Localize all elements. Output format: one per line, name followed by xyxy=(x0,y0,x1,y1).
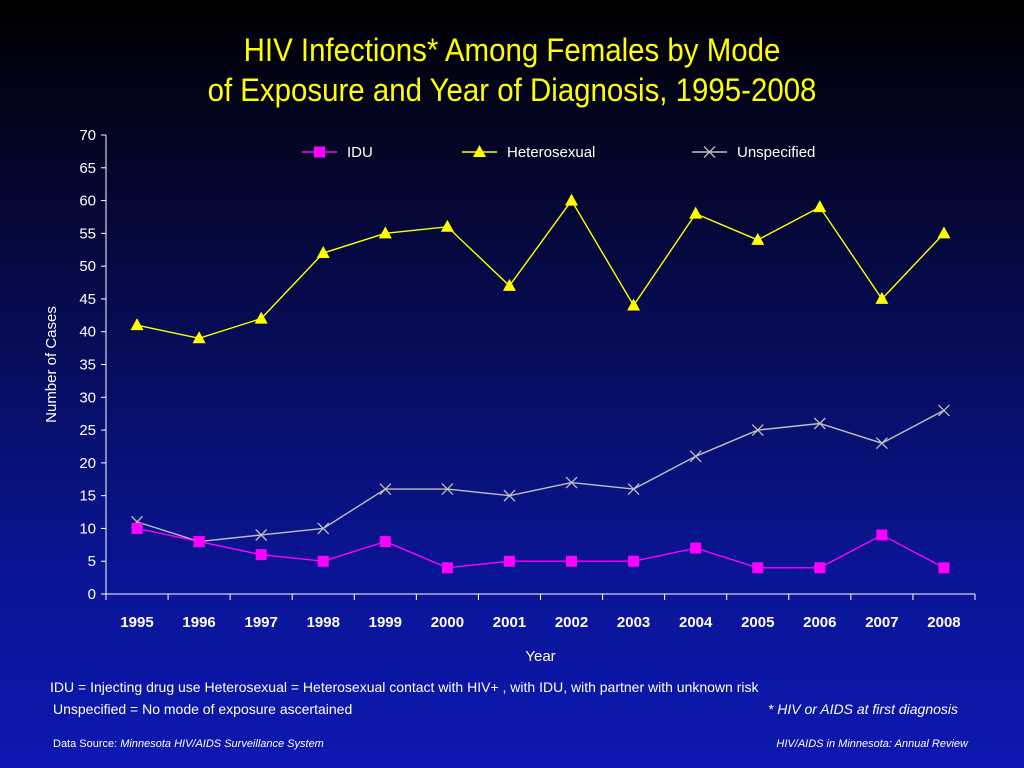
series-line-idu xyxy=(136,527,945,569)
x-tick-label: 2000 xyxy=(431,614,464,631)
y-tick-label: 70 xyxy=(79,127,96,144)
x-tick-label: 2007 xyxy=(865,614,898,631)
y-tick-label: 20 xyxy=(79,455,96,472)
data-point-idu xyxy=(131,522,143,534)
data-point-unspecified xyxy=(255,529,268,541)
y-tick-label: 10 xyxy=(79,520,96,537)
data-point-unspecified xyxy=(627,483,640,496)
y-tick-label: 65 xyxy=(79,160,96,177)
legend-marker-idu xyxy=(314,146,325,158)
data-point-unspecified xyxy=(875,437,888,450)
data-source: Data Source: Minnesota HIV/AIDS Surveill… xyxy=(53,738,324,750)
x-tick-label: 2001 xyxy=(493,614,526,631)
x-tick-label: 2005 xyxy=(741,614,774,631)
x-tick-label: 1995 xyxy=(120,614,153,631)
y-axis-label: Number of Cases xyxy=(43,306,60,423)
x-tick-label: 2008 xyxy=(927,614,960,631)
data-point-heterosexual xyxy=(378,226,392,239)
x-tick-label: 1999 xyxy=(369,614,402,631)
y-tick-label: 60 xyxy=(79,193,96,210)
legend-marker-unspecified xyxy=(703,146,716,158)
x-tick-label: 1997 xyxy=(244,614,277,631)
data-point-heterosexual xyxy=(254,311,268,324)
data-point-idu xyxy=(690,542,702,554)
chart-title: HIV Infections* Among Females by Mode of… xyxy=(41,30,983,110)
chart-title-line2: of Exposure and Year of Diagnosis, 1995-… xyxy=(207,72,817,108)
data-point-idu xyxy=(193,536,205,548)
y-tick-label: 55 xyxy=(79,225,96,242)
data-point-idu xyxy=(566,555,578,567)
data-point-unspecified xyxy=(813,417,826,430)
y-tick-label: 35 xyxy=(79,357,96,374)
footnote-definitions: IDU = Injecting drug use Heterosexual = … xyxy=(50,679,759,695)
y-tick-label: 0 xyxy=(88,586,96,603)
data-point-heterosexual xyxy=(192,331,206,344)
x-tick-label: 2006 xyxy=(803,614,836,631)
data-point-unspecified xyxy=(565,476,578,489)
data-point-unspecified xyxy=(441,483,454,496)
data-point-heterosexual xyxy=(875,291,889,304)
chart-title-line1: HIV Infections* Among Females by Mode xyxy=(243,32,781,68)
data-point-idu xyxy=(814,562,826,574)
data-point-idu xyxy=(255,549,267,561)
legend-label-heterosexual: Heterosexual xyxy=(507,144,595,161)
report-name: HIV/AIDS in Minnesota: Annual Review xyxy=(776,738,968,750)
x-tick-label: 2003 xyxy=(617,614,650,631)
data-point-idu xyxy=(503,555,515,567)
y-tick-label: 30 xyxy=(79,389,96,406)
data-point-heterosexual xyxy=(502,278,516,291)
x-axis-label: Year xyxy=(525,648,555,665)
x-tick-label: 1998 xyxy=(307,614,340,631)
series-line-heterosexual xyxy=(136,199,945,339)
legend-label-unspecified: Unspecified xyxy=(737,144,815,161)
data-point-heterosexual xyxy=(440,219,454,232)
y-tick-label: 45 xyxy=(79,291,96,308)
y-tick-label: 50 xyxy=(79,258,96,275)
data-point-heterosexual xyxy=(751,232,765,245)
data-point-unspecified xyxy=(317,522,330,535)
data-point-idu xyxy=(752,562,764,574)
legend-label-idu: IDU xyxy=(347,144,373,161)
data-point-heterosexual xyxy=(565,193,579,206)
data-point-heterosexual xyxy=(689,206,703,219)
data-point-heterosexual xyxy=(316,246,330,259)
data-point-idu xyxy=(317,555,329,567)
data-point-heterosexual xyxy=(813,200,827,213)
data-point-unspecified xyxy=(503,489,516,502)
y-tick-label: 15 xyxy=(79,488,96,505)
data-point-heterosexual xyxy=(627,298,641,311)
x-tick-label: 1996 xyxy=(182,614,215,631)
data-point-idu xyxy=(441,562,453,574)
data-source-value: Minnesota HIV/AIDS Surveillance System xyxy=(120,738,324,750)
data-point-idu xyxy=(876,529,888,541)
data-point-idu xyxy=(938,562,950,574)
data-point-idu xyxy=(379,536,391,548)
line-chart: 0 5 10 15 20 25 30 35 40 45 50 55 60 65 70 1995 1996 1997… xyxy=(43,127,960,665)
legend-marker-heterosexual xyxy=(473,145,486,157)
footnote-asterisk: * HIV or AIDS at first diagnosis xyxy=(767,701,958,717)
data-point-heterosexual xyxy=(130,318,144,331)
footnote-unspecified: Unspecified = No mode of exposure ascert… xyxy=(53,701,353,717)
y-tick-label: 25 xyxy=(79,422,96,439)
data-point-idu xyxy=(628,555,640,567)
data-point-unspecified xyxy=(751,424,764,437)
x-tick-label: 2004 xyxy=(679,614,713,631)
x-tick-label: 2002 xyxy=(555,614,588,631)
y-tick-label: 5 xyxy=(88,553,96,570)
data-point-heterosexual xyxy=(937,226,951,239)
series-line-unspecified xyxy=(136,409,945,543)
data-point-unspecified xyxy=(379,483,392,496)
data-point-unspecified xyxy=(689,450,702,463)
y-tick-label: 40 xyxy=(79,324,96,341)
data-source-label: Data Source: xyxy=(53,738,121,750)
data-point-unspecified xyxy=(938,404,950,417)
